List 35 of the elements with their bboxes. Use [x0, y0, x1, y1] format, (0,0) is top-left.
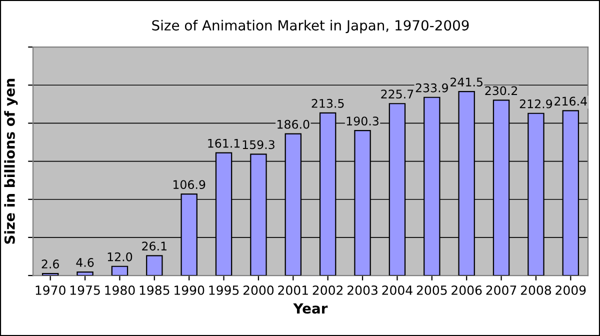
data-label: 230.2	[485, 86, 517, 96]
data-label: 106.9	[173, 180, 206, 190]
data-label: 161.1	[208, 138, 240, 148]
x-tick-label: 2008	[520, 285, 552, 295]
data-label: 233.9	[416, 83, 448, 92]
x-tick-label: 2004	[382, 285, 412, 295]
chart-title: Size of Animation Market in Japan, 1970-2009	[152, 20, 469, 34]
x-tick-label: 1975	[70, 285, 100, 295]
data-label: 241.5	[450, 78, 482, 87]
x-tick-label: 2009	[556, 285, 586, 295]
data-label: 216.4	[554, 96, 587, 106]
x-tick-label: 2000	[243, 285, 274, 295]
x-tick-label: 1985	[140, 285, 170, 295]
data-label: 186.0	[278, 120, 310, 129]
x-tick-label: 2007	[486, 285, 516, 295]
data-label: 212.9	[520, 99, 552, 108]
data-label: 225.7	[381, 90, 414, 99]
x-tick-label: 2001	[278, 285, 308, 295]
x-tick-label: 1980	[105, 285, 135, 295]
x-tick-label: 2006	[452, 285, 482, 295]
x-tick-label: 2003	[348, 285, 378, 295]
x-tick-label: 2002	[312, 285, 342, 295]
y-axis-title: Size in billions of yen	[4, 78, 18, 244]
data-label: 2.6	[42, 260, 59, 268]
data-label: 190.3	[346, 116, 378, 126]
data-label: 159.3	[242, 140, 274, 150]
data-label: 4.6	[76, 258, 94, 267]
x-axis-title: Year	[293, 303, 328, 314]
data-label: 12.0	[108, 252, 132, 262]
x-tick-label: 1970	[36, 285, 66, 295]
data-label: 213.5	[312, 98, 344, 108]
x-tick-label: 2005	[416, 285, 447, 295]
x-tick-label: 1990	[174, 285, 204, 295]
x-tick-label: 1995	[209, 285, 239, 295]
data-label: 26.1	[142, 242, 166, 251]
